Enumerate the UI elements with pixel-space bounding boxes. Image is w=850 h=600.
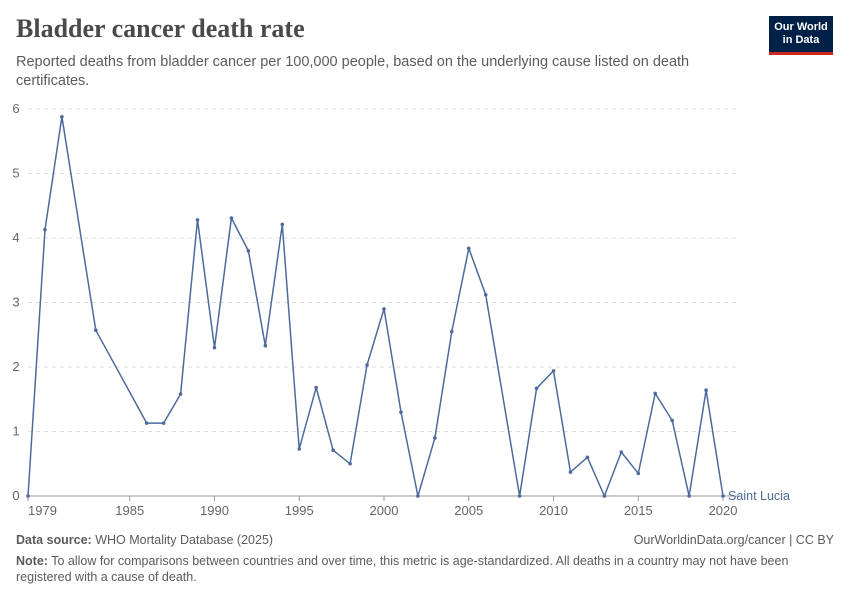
x-tick-label: 2020: [709, 503, 738, 518]
data-point[interactable]: [619, 450, 624, 454]
data-point[interactable]: [602, 494, 607, 498]
data-point[interactable]: [178, 392, 183, 396]
chart-subtitle: Reported deaths from bladder cancer per …: [16, 54, 690, 89]
x-tick-label: 1995: [285, 503, 314, 518]
y-tick-label: 3: [12, 295, 19, 310]
y-tick-label: 4: [12, 230, 19, 245]
data-point[interactable]: [94, 328, 98, 333]
footer-note: Note: To allow for comparisons between c…: [16, 553, 834, 585]
data-point[interactable]: [314, 385, 318, 390]
data-point[interactable]: [229, 216, 234, 220]
x-tick-label: 1979: [28, 503, 57, 518]
data-point[interactable]: [517, 494, 522, 498]
x-tick-label: 1985: [115, 503, 144, 518]
logo-line-2: in Data: [782, 34, 820, 46]
x-tick-label: 2000: [370, 503, 399, 518]
data-point[interactable]: [704, 388, 708, 393]
data-point[interactable]: [568, 470, 573, 474]
data-point[interactable]: [280, 222, 285, 227]
y-tick-label: 1: [12, 424, 19, 439]
footer-source-row: Data source: WHO Mortality Database (202…: [16, 533, 834, 547]
data-point[interactable]: [263, 343, 268, 348]
x-tick-label: 2015: [624, 503, 653, 518]
data-point[interactable]: [348, 461, 352, 466]
owid-logo[interactable]: Our World in Data: [769, 16, 833, 55]
data-point[interactable]: [483, 292, 488, 297]
x-tick-label: 1990: [200, 503, 229, 518]
data-point[interactable]: [653, 391, 658, 396]
data-point[interactable]: [195, 218, 200, 222]
note-label: Note:: [16, 554, 48, 568]
data-point[interactable]: [466, 246, 471, 251]
data-point[interactable]: [551, 369, 556, 373]
data-source: Data source: WHO Mortality Database (202…: [16, 533, 273, 547]
data-point[interactable]: [670, 418, 674, 423]
x-axis: 1979 1985 1990 1995 2000 2005 2010 2015 2020: [27, 496, 738, 518]
data-source-label: Data source:: [16, 533, 92, 547]
data-point[interactable]: [534, 386, 539, 391]
gridlines: [28, 108, 740, 497]
series-layer: Saint Lucia: [26, 114, 790, 503]
note-text: To allow for comparisons between countri…: [16, 554, 789, 584]
y-axis: 0 1 2 3 4 5 6: [12, 101, 19, 503]
logo-line-1: Our World: [774, 21, 828, 33]
data-source-text[interactable]: WHO Mortality Database (2025): [95, 533, 274, 547]
y-tick-label: 0: [12, 488, 19, 503]
data-point[interactable]: [144, 421, 149, 425]
data-point[interactable]: [297, 447, 302, 451]
data-point[interactable]: [331, 448, 335, 453]
series-line[interactable]: [27, 115, 724, 497]
data-point[interactable]: [382, 307, 386, 311]
data-point[interactable]: [433, 436, 437, 440]
data-point[interactable]: [585, 455, 590, 460]
data-point[interactable]: [416, 494, 420, 498]
line-chart: 0 1 2 3 4 5 6 1979 1985 1990 1995 2000 2005 2010 2015…: [12, 101, 790, 518]
x-tick-label: 2010: [539, 503, 568, 518]
data-point[interactable]: [43, 227, 47, 232]
data-point[interactable]: [246, 249, 251, 253]
data-point[interactable]: [636, 471, 641, 476]
data-point[interactable]: [687, 494, 691, 498]
data-point[interactable]: [721, 494, 725, 498]
data-point[interactable]: [161, 421, 166, 425]
chart-title: Bladder cancer death rate: [16, 14, 305, 43]
data-point[interactable]: [450, 329, 454, 334]
y-tick-label: 5: [12, 166, 19, 181]
y-tick-label: 6: [12, 101, 19, 116]
source-url[interactable]: OurWorldinData.org/cancer | CC BY: [633, 533, 834, 547]
y-tick-label: 2: [12, 359, 19, 374]
series-label[interactable]: Saint Lucia: [728, 489, 790, 503]
x-tick-label: 2005: [454, 503, 483, 518]
data-point[interactable]: [365, 363, 369, 367]
data-point[interactable]: [60, 114, 64, 119]
data-point[interactable]: [26, 494, 30, 498]
data-point[interactable]: [212, 345, 217, 350]
data-point[interactable]: [399, 410, 403, 414]
